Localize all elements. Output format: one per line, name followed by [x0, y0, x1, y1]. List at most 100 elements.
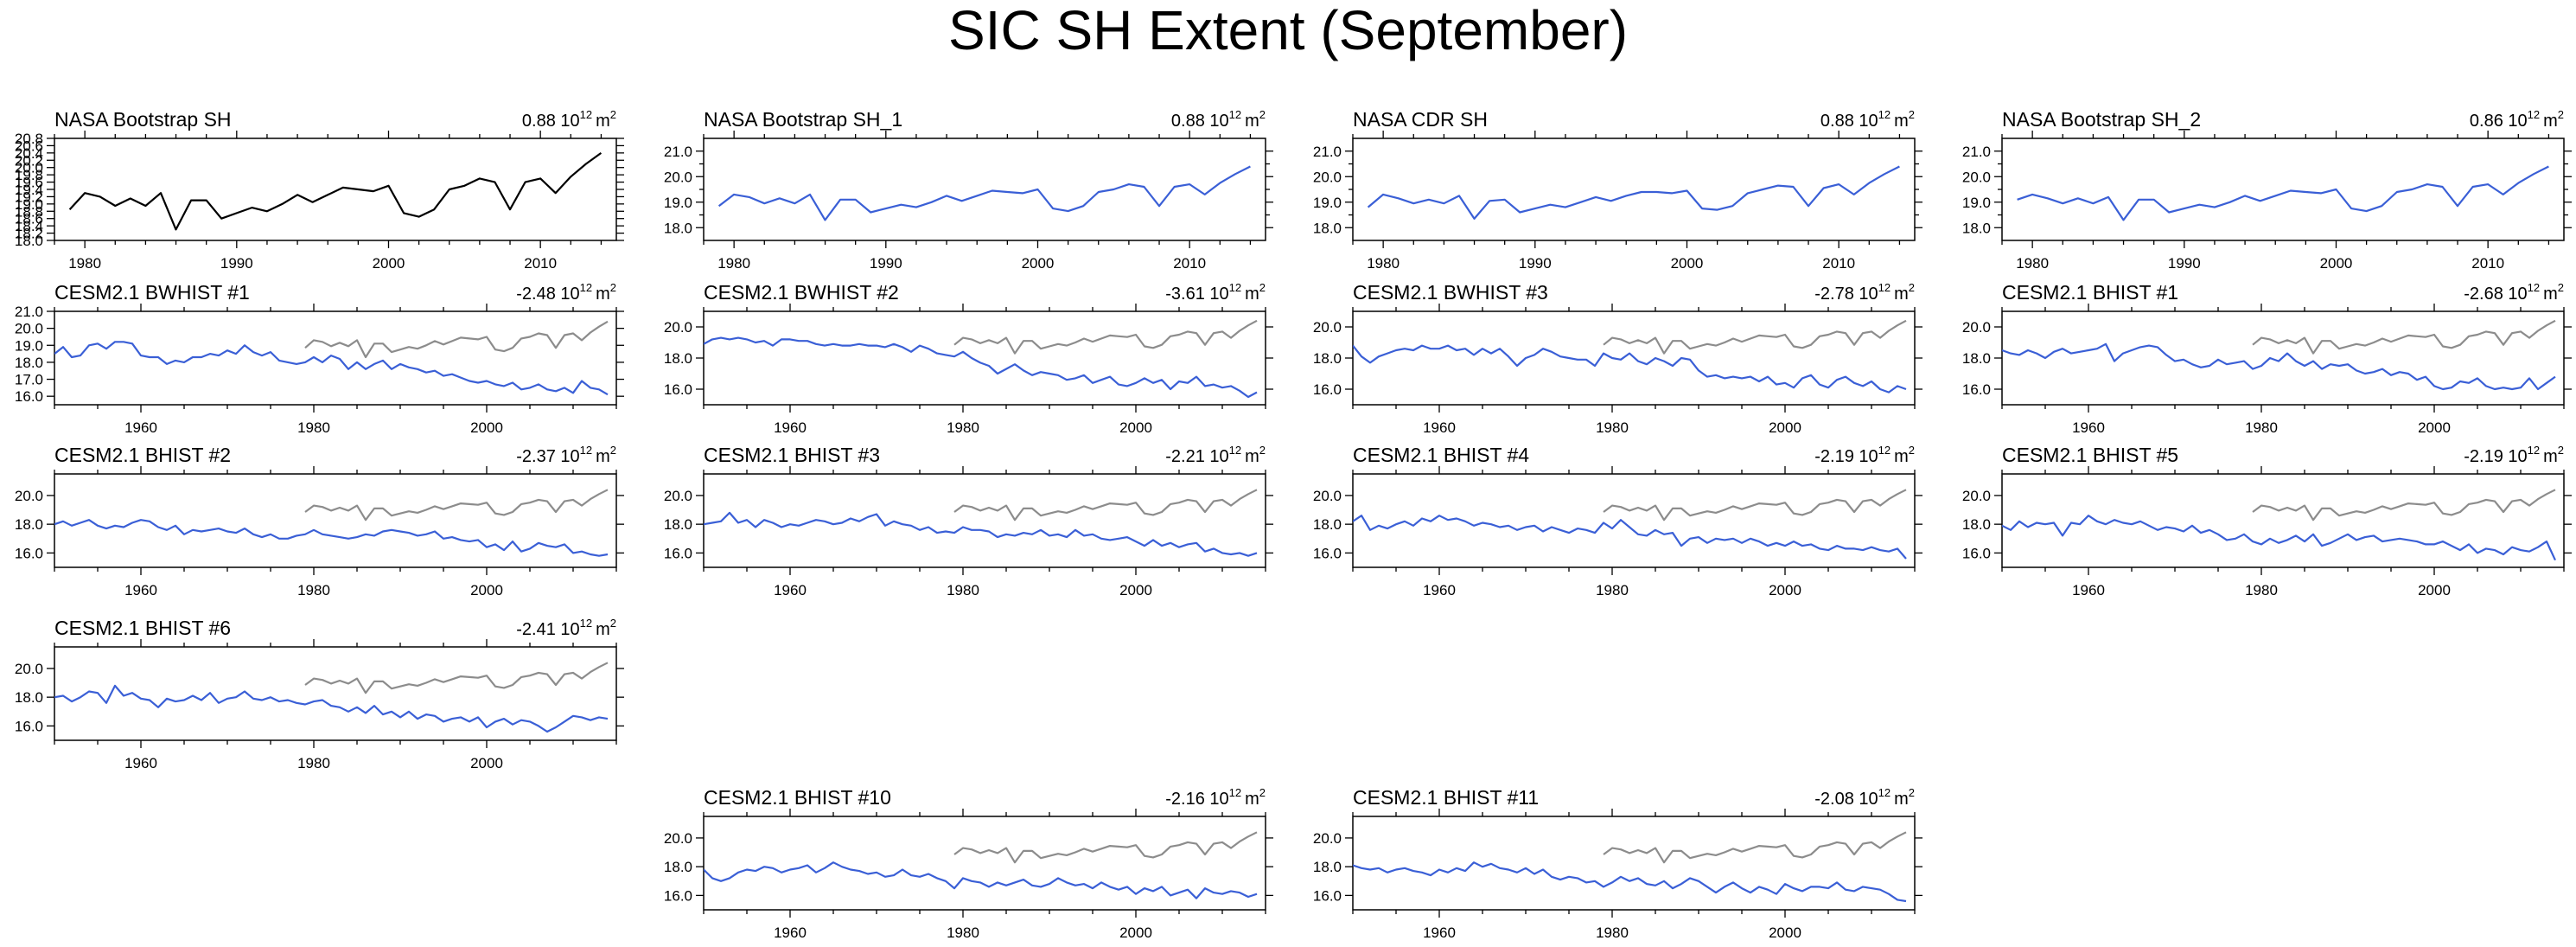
- panel-trend: -2.37 1012 m2: [516, 444, 616, 466]
- series-line: [54, 341, 609, 396]
- y-tick-label: 19.0: [15, 337, 43, 354]
- obs-series-line: [304, 489, 609, 521]
- series-line: [2002, 342, 2556, 391]
- x-tick-label: 2010: [1822, 255, 1855, 272]
- x-tick-label: 1960: [124, 419, 157, 436]
- panel-trend: -2.78 1012 m2: [1814, 281, 1915, 304]
- panel-nasa-bootstrap-sh: NASA Bootstrap SH 0.88 1012 m2 18.018.218.4…: [15, 108, 624, 272]
- axis-frame: [54, 473, 617, 568]
- axis-frame: [1352, 473, 1916, 568]
- panel-trend: -2.08 1012 m2: [1814, 786, 1915, 809]
- series-line: [54, 519, 609, 557]
- series-line: [704, 861, 1258, 899]
- panel-title: CESM2.1 BHIST #11: [1353, 786, 1539, 809]
- panel-title: CESM2.1 BHIST #3: [704, 444, 880, 466]
- panel-nasa-bootstrap-sh-1: NASA Bootstrap SH_1 0.88 1012 m2 18.0 19.0 20…: [664, 108, 1273, 272]
- obs-series-line: [953, 319, 1258, 355]
- y-tick-label: 20.0: [15, 160, 43, 176]
- y-tick-label: 16.0: [15, 718, 43, 734]
- panel-trend: 0.86 1012 m2: [2470, 108, 2564, 131]
- obs-series-line: [2252, 489, 2556, 521]
- x-tick-label: 1960: [774, 925, 807, 941]
- obs-series-line: [1603, 319, 1907, 355]
- y-tick-label: 18.0: [15, 516, 43, 533]
- panel-title: CESM2.1 BHIST #1: [2002, 281, 2178, 304]
- y-tick-label: 16.0: [664, 545, 692, 561]
- y-tick-label: 19.0: [1313, 195, 1342, 211]
- obs-series-line: [304, 320, 609, 359]
- y-tick-label: 18.0: [1313, 350, 1342, 367]
- panel-title: CESM2.1 BWHIST #1: [54, 281, 250, 304]
- series-line: [54, 684, 609, 733]
- y-tick-label: 20.0: [15, 321, 43, 337]
- panel-cesm2-1-bhist-3: CESM2.1 BHIST #3 -2.21 1012 m2 16.0 18.0 20.0…: [664, 444, 1273, 598]
- axis-frame: [54, 646, 617, 741]
- y-tick-label: 20.0: [15, 661, 43, 677]
- panel-cesm2-1-bwhist-1: CESM2.1 BWHIST #1 -2.48 1012 m2 16.017.018.…: [15, 281, 624, 436]
- x-tick-label: 2000: [1022, 255, 1055, 272]
- y-tick-label: 20.0: [1313, 169, 1342, 185]
- series-line: [68, 152, 603, 231]
- y-tick-label: 18.0: [15, 355, 43, 371]
- axis-frame: [54, 310, 617, 406]
- panel-title: CESM2.1 BHIST #4: [1353, 444, 1529, 466]
- y-tick-label: 18.8: [15, 203, 43, 220]
- axis-frame: [703, 310, 1266, 406]
- panel-trend: -2.16 1012 m2: [1165, 786, 1266, 809]
- y-tick-label: 20.0: [664, 319, 692, 336]
- y-tick-label: 16.0: [1962, 381, 1991, 398]
- y-tick-label: 18.0: [1962, 220, 1991, 236]
- panel-trend: -2.21 1012 m2: [1165, 444, 1266, 466]
- axis-frame: [703, 473, 1266, 568]
- y-tick-label: 18.6: [15, 211, 43, 227]
- panel-title: CESM2.1 BHIST #2: [54, 444, 231, 466]
- y-tick-label: 16.0: [15, 545, 43, 561]
- panel-title: CESM2.1 BWHIST #2: [704, 281, 899, 304]
- x-tick-label: 2000: [1671, 255, 1704, 272]
- x-tick-label: 2000: [1119, 925, 1152, 941]
- axis-frame: [703, 138, 1266, 241]
- y-tick-label: 18.0: [664, 350, 692, 367]
- x-tick-label: 2000: [1769, 582, 1801, 598]
- panel-cesm2-1-bhist-1: CESM2.1 BHIST #1 -2.68 1012 m2 16.0 18.0 20.0…: [1962, 281, 2572, 436]
- x-tick-label: 1980: [1596, 419, 1629, 436]
- y-tick-label: 18.0: [664, 516, 692, 533]
- axis-frame: [2001, 138, 2565, 241]
- x-tick-label: 2010: [1173, 255, 1206, 272]
- y-tick-label: 16.0: [1313, 381, 1342, 398]
- panel-title: CESM2.1 BHIST #6: [54, 617, 231, 639]
- panel-trend: -2.48 1012 m2: [516, 281, 616, 304]
- panel-title: NASA Bootstrap SH: [54, 108, 232, 131]
- y-tick-label: 16.0: [664, 381, 692, 398]
- obs-series-line: [953, 831, 1258, 864]
- x-tick-label: 2010: [2471, 255, 2504, 272]
- y-tick-label: 21.0: [1962, 144, 1991, 160]
- y-tick-label: 20.4: [15, 145, 43, 162]
- series-line: [1353, 515, 1907, 560]
- panel-title: CESM2.1 BWHIST #3: [1353, 281, 1548, 304]
- y-tick-label: 20.6: [15, 138, 43, 154]
- y-tick-label: 18.0: [15, 233, 43, 249]
- panel-trend: -2.19 1012 m2: [2464, 444, 2564, 466]
- x-tick-label: 1980: [1596, 925, 1629, 941]
- y-tick-label: 19.0: [664, 195, 692, 211]
- x-tick-label: 1980: [68, 255, 101, 272]
- x-tick-label: 1980: [297, 582, 330, 598]
- series-line: [1353, 344, 1907, 394]
- panel-cesm2-1-bhist-6: CESM2.1 BHIST #6 -2.41 1012 m2 16.0 18.0 20.0…: [15, 617, 624, 771]
- y-tick-label: 20.0: [664, 830, 692, 847]
- y-tick-label: 18.0: [664, 859, 692, 875]
- x-tick-label: 1980: [2245, 582, 2278, 598]
- series-line: [704, 511, 1258, 557]
- x-tick-label: 2000: [1119, 419, 1152, 436]
- panel-cesm2-1-bwhist-3: CESM2.1 BWHIST #3 -2.78 1012 m2 16.0 18.0 20.…: [1313, 281, 1922, 436]
- y-tick-label: 16.0: [664, 887, 692, 904]
- y-tick-label: 19.8: [15, 167, 43, 183]
- y-tick-label: 21.0: [15, 304, 43, 320]
- axis-frame: [1352, 138, 1916, 241]
- x-tick-label: 2000: [1769, 925, 1801, 941]
- x-tick-label: 1990: [220, 255, 253, 272]
- y-tick-label: 19.2: [15, 189, 43, 205]
- y-tick-label: 16.0: [1313, 545, 1342, 561]
